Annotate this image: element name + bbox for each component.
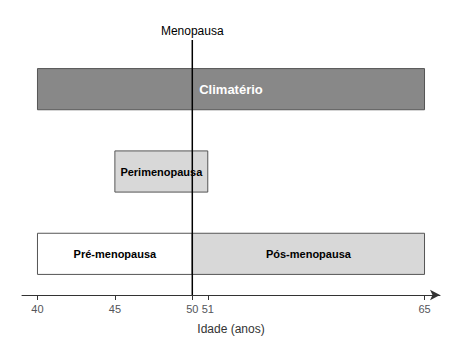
svg-text:Pré-menopausa: Pré-menopausa [74,248,157,260]
svg-text:50: 50 [186,303,198,315]
svg-text:Menopausa: Menopausa [161,24,224,38]
svg-text:51: 51 [202,303,214,315]
svg-text:65: 65 [418,303,430,315]
svg-text:45: 45 [109,303,121,315]
svg-text:Perimenopausa: Perimenopausa [120,166,203,178]
svg-text:40: 40 [31,303,43,315]
svg-text:Climatério: Climatério [199,82,263,97]
svg-text:Pós-menopausa: Pós-menopausa [266,248,352,260]
svg-text:Idade (anos): Idade (anos) [197,322,264,336]
